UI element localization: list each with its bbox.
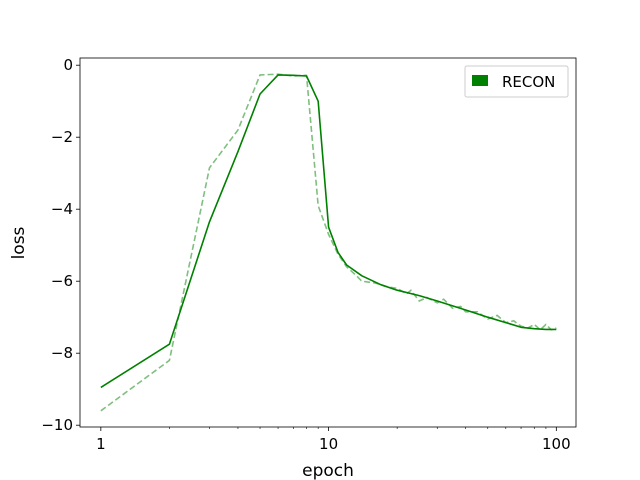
y-tick-label: −4 [51, 200, 73, 218]
plot-frame [79, 57, 577, 428]
x-axis-ticks: 1 10 100 [96, 427, 571, 453]
y-tick-label: 0 [63, 56, 73, 74]
legend-entry-recon: RECON [502, 73, 555, 91]
legend-box [464, 65, 569, 98]
plot-lines [100, 73, 557, 412]
legend-swatch-recon [472, 75, 488, 86]
x-tick-label: 10 [319, 435, 338, 453]
y-tick-label: −6 [51, 272, 73, 290]
y-tick-label: −2 [51, 128, 73, 146]
y-axis-label: loss [9, 226, 29, 259]
y-axis-ticks: −10 −8 −6 −4 −2 0 [41, 56, 80, 434]
y-tick-label: −10 [41, 416, 73, 434]
legend: RECON [464, 65, 569, 98]
x-tick-label: 1 [96, 435, 106, 453]
x-axis-label: epoch [302, 461, 354, 480]
x-tick-label: 100 [542, 435, 571, 453]
series-line-recon [100, 74, 557, 389]
y-tick-label: −8 [51, 344, 73, 362]
